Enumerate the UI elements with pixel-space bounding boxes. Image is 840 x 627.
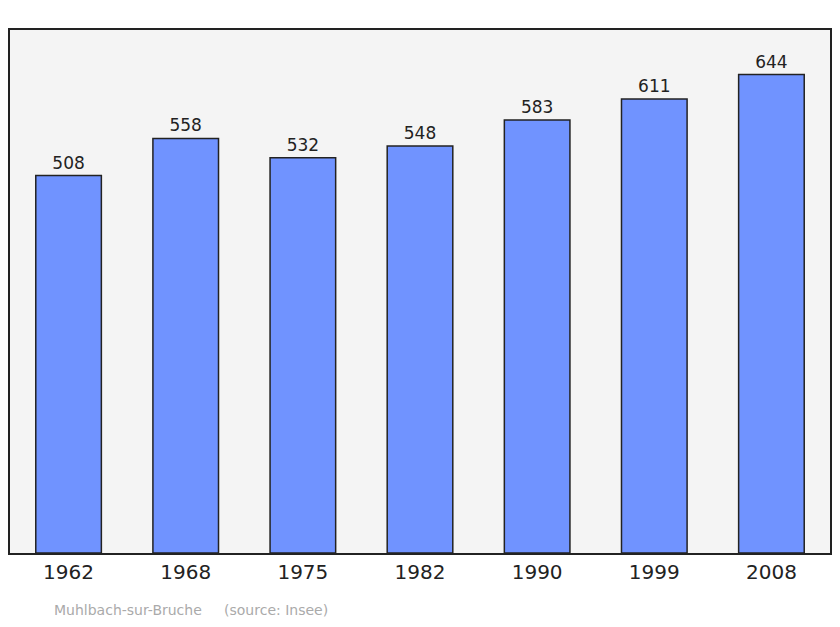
svg-text:Muhlbach-sur-Bruche (sourc: Muhlbach-sur-Bruche (source: Insee) bbox=[54, 602, 328, 618]
svg-text:2008: 2008 bbox=[746, 560, 797, 584]
svg-text:1982: 1982 bbox=[395, 560, 446, 584]
svg-text:644: 644 bbox=[755, 52, 787, 72]
svg-text:1968: 1968 bbox=[160, 560, 211, 584]
svg-text:1999: 1999 bbox=[629, 560, 680, 584]
svg-text:1990: 1990 bbox=[512, 560, 563, 584]
svg-text:1975: 1975 bbox=[277, 560, 328, 584]
svg-text:548: 548 bbox=[404, 123, 436, 143]
svg-text:532: 532 bbox=[287, 135, 319, 155]
svg-text:611: 611 bbox=[638, 76, 670, 96]
svg-text:583: 583 bbox=[521, 97, 553, 117]
svg-text:508: 508 bbox=[52, 153, 84, 173]
svg-text:1962: 1962 bbox=[43, 560, 94, 584]
svg-text:558: 558 bbox=[169, 115, 201, 135]
